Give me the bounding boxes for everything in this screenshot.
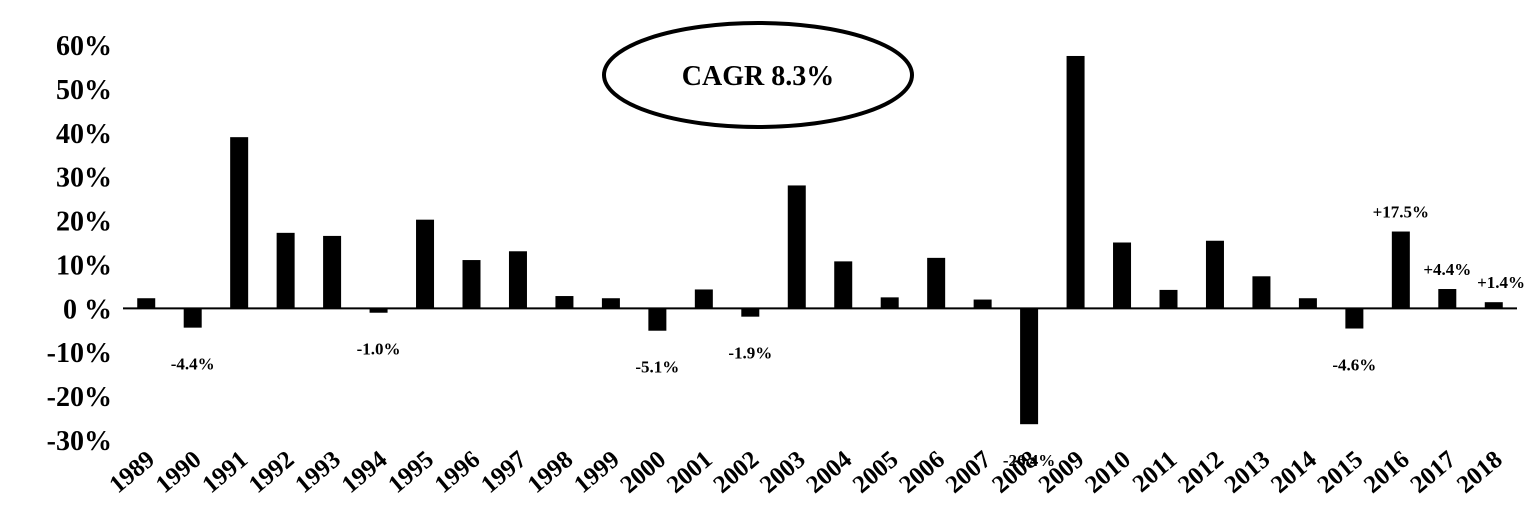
x-tick-label: 1995 <box>383 446 439 499</box>
x-tick-label: 2003 <box>755 446 811 499</box>
y-tick-label: -30% <box>47 426 112 457</box>
bar-1994 <box>369 308 388 313</box>
x-tick-label: 1996 <box>430 446 486 499</box>
bar-2013 <box>1252 276 1271 309</box>
x-tick-label: 1999 <box>569 446 625 499</box>
x-tick-label: 2014 <box>1266 446 1322 499</box>
data-label-2016: +17.5% <box>1373 203 1429 222</box>
data-label-2002: -1.9% <box>728 344 772 363</box>
bar-2018 <box>1484 302 1503 309</box>
x-tick-label: 1993 <box>290 446 346 499</box>
y-tick-label: 0 % <box>63 294 112 325</box>
data-labels: -4.4% -1.0% -5.1% -1.9% -26.4% -4.6% +17.5% +4.… <box>171 203 1525 471</box>
x-tick-label: 2002 <box>708 446 764 499</box>
cagr-text: CAGR 8.3% <box>682 61 834 92</box>
bar-2006 <box>927 257 946 309</box>
x-tick-label: 2006 <box>894 446 950 499</box>
bar-2014 <box>1298 298 1317 309</box>
y-axis-tick-labels: 60% 50% 40% 30% 20% 10% 0 % -10% -20% -30% <box>47 31 112 457</box>
x-tick-label: 2013 <box>1220 446 1276 499</box>
bar-1992 <box>276 232 295 309</box>
y-tick-label: 10% <box>56 250 112 281</box>
x-tick-label: 1989 <box>104 446 160 499</box>
data-label-1990: -4.4% <box>171 355 215 374</box>
bar-2008 <box>1020 308 1039 425</box>
x-tick-label: 2016 <box>1359 446 1415 499</box>
cagr-annotation: CAGR 8.3% <box>602 21 914 129</box>
x-tick-label: 2012 <box>1173 446 1229 499</box>
y-tick-label: 20% <box>56 207 112 238</box>
bar-2011 <box>1159 289 1178 309</box>
data-label-2015: -4.6% <box>1332 356 1376 375</box>
data-label-2000: -5.1% <box>635 358 679 377</box>
x-tick-label: 2011 <box>1128 446 1183 498</box>
x-tick-label: 2018 <box>1452 446 1508 499</box>
bar-2016 <box>1391 231 1410 309</box>
y-tick-label: -10% <box>47 338 112 369</box>
y-tick-label: 60% <box>56 31 112 62</box>
bar-2010 <box>1113 242 1132 309</box>
data-label-2018: +1.4% <box>1477 273 1525 292</box>
x-tick-label: 2010 <box>1080 446 1136 499</box>
bar-1996 <box>462 260 481 309</box>
x-tick-label: 2017 <box>1405 446 1461 499</box>
bar-2007 <box>973 299 992 309</box>
x-tick-label: 1998 <box>523 446 579 499</box>
x-tick-label: 1990 <box>151 446 207 499</box>
y-tick-label: 50% <box>56 75 112 106</box>
x-tick-label: 2007 <box>941 446 997 499</box>
x-tick-label: 1994 <box>337 446 393 499</box>
x-tick-label: 2000 <box>616 446 672 499</box>
bar-1998 <box>555 296 574 309</box>
bar-1989 <box>137 298 156 309</box>
bar-1999 <box>601 298 620 309</box>
x-tick-label: 2015 <box>1313 446 1369 499</box>
x-tick-label: 1991 <box>197 446 253 499</box>
y-tick-label: 40% <box>56 119 112 150</box>
x-tick-label: 2005 <box>848 446 904 499</box>
bar-1993 <box>323 235 342 309</box>
y-tick-label: -20% <box>47 382 112 413</box>
bar-2015 <box>1345 308 1364 329</box>
bar-2004 <box>834 261 853 309</box>
data-label-2008: -26.4% <box>1003 451 1055 470</box>
x-tick-label: 2004 <box>801 446 857 499</box>
bar-2012 <box>1205 240 1224 309</box>
x-axis-tick-labels: 1989199019911992199319941995199619971998… <box>104 446 1507 499</box>
bar-2005 <box>880 297 899 309</box>
data-label-1994: -1.0% <box>357 340 401 359</box>
y-tick-label: 30% <box>56 163 112 194</box>
bar-1997 <box>508 251 527 309</box>
bar-2009 <box>1066 55 1085 309</box>
bar-1991 <box>230 137 249 309</box>
x-tick-label: 1992 <box>244 446 300 499</box>
x-tick-label: 2001 <box>662 446 718 499</box>
cagr-ellipse <box>602 21 914 129</box>
bar-2003 <box>787 185 806 309</box>
bar-1995 <box>416 219 435 309</box>
bar-2002 <box>741 308 760 317</box>
bar-1990 <box>183 308 202 328</box>
bars <box>137 55 1503 425</box>
bar-2000 <box>648 308 667 331</box>
x-tick-label: 1997 <box>476 446 532 499</box>
bar-2017 <box>1438 289 1457 309</box>
bar-2001 <box>694 289 713 309</box>
data-label-2017: +4.4% <box>1423 260 1471 279</box>
